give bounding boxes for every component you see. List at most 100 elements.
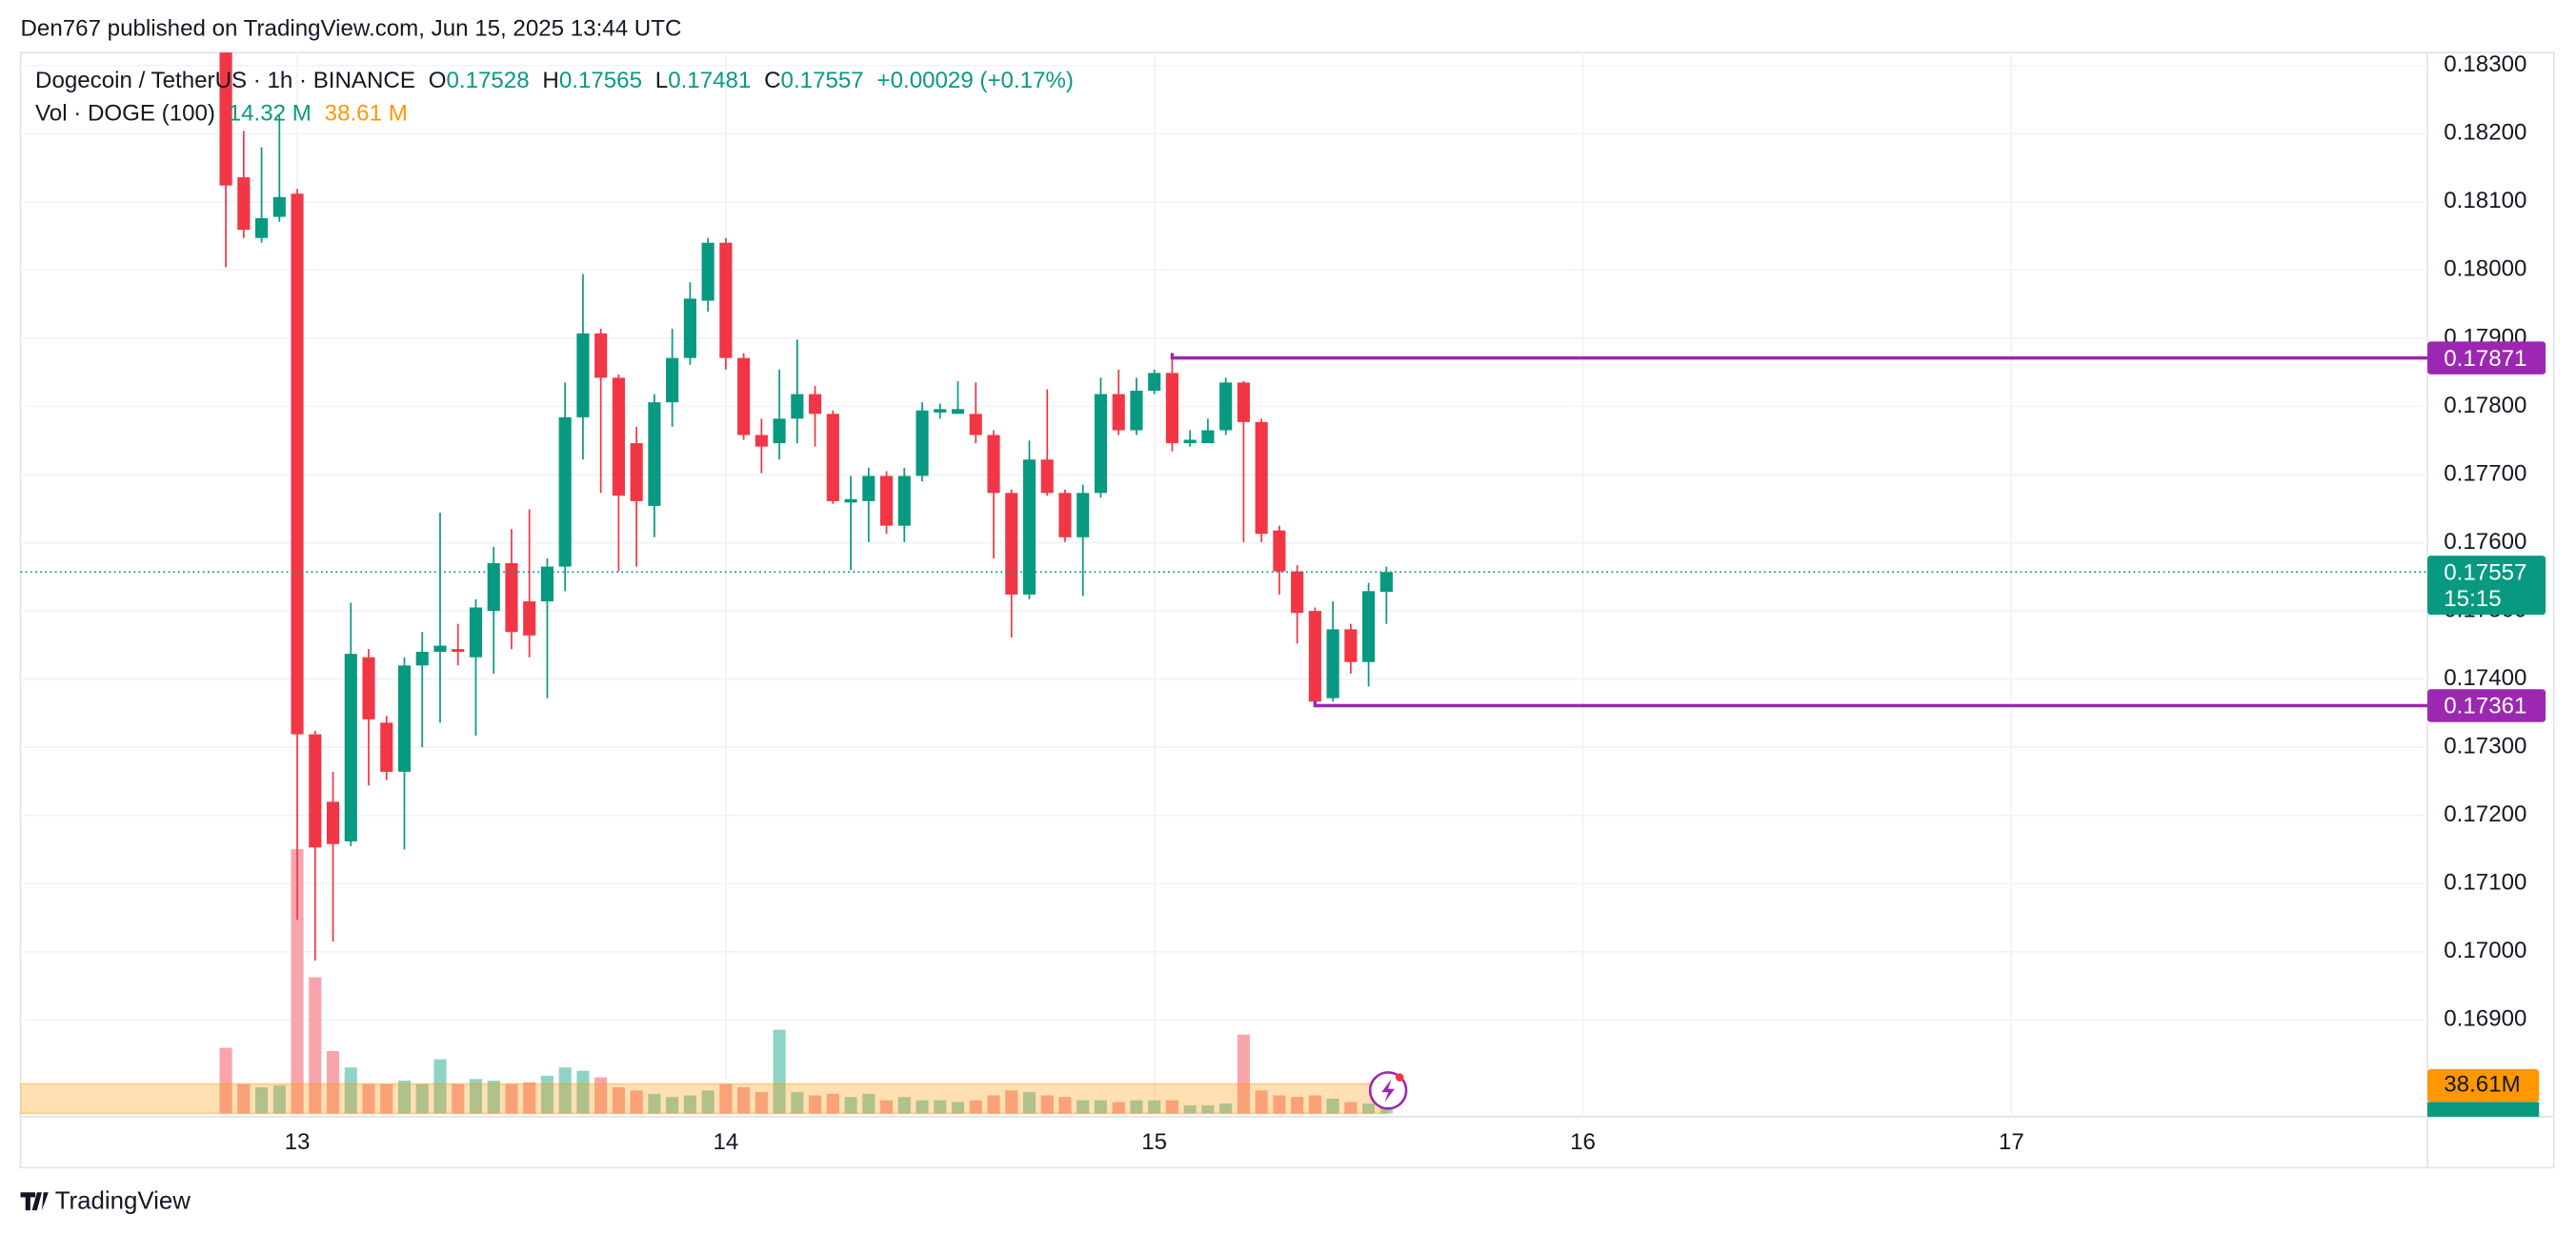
candle-body [897,476,911,526]
candle-body [1130,390,1143,431]
volume-bar [1291,1097,1304,1114]
overlay: 0.16900 0.17000 0.17100 0.17200 0.17300 0.174… [20,51,2546,1155]
volume-bar [737,1086,751,1114]
volume-bar [272,1085,286,1114]
candle-body [452,649,465,653]
candle-body [987,435,1000,494]
x-tick-label: 16 [1570,1129,1596,1155]
candle-body [1005,493,1018,595]
header-item: 0.17528 [446,69,529,94]
y-tick-label: 0.17000 [2444,938,2526,963]
volume-bar [879,1100,894,1114]
volume-bar [415,1083,429,1114]
volume-bar [362,1083,375,1114]
volume-bar [791,1092,804,1114]
candle-body [1219,382,1233,431]
volume-bar [826,1093,839,1114]
volume-bar [397,1081,412,1114]
volume-bar [701,1090,714,1114]
candle-body [1040,459,1054,494]
level-line [1170,353,2428,360]
volume-bar [916,1100,929,1114]
candle-body [523,601,536,636]
level-label: 0.17871 [2444,346,2526,372]
level-badge [2427,341,2546,375]
volume-bar [433,1059,447,1114]
y-tick-label: 0.17700 [2444,460,2526,486]
volume-bar [505,1083,518,1114]
candle-body [362,657,375,719]
plot [20,52,2428,1117]
volume-bar [1148,1100,1161,1114]
candle-body [1255,421,1268,535]
candle-body [1201,430,1215,444]
candle-body [1308,611,1321,702]
candle-body [701,242,714,301]
candle-body [309,734,322,848]
candle-body [254,217,269,238]
volume-ma-badge [2427,1068,2540,1103]
volume-bar [1326,1098,1339,1114]
volume-bar [809,1095,822,1114]
volume-bar [558,1067,572,1114]
volume-bar [576,1070,590,1114]
volume-bar [1130,1100,1143,1114]
y-tick-label: 0.18300 [2444,51,2526,77]
volume-bar [773,1029,786,1114]
header-item: C [764,69,780,94]
x-tick-label: 13 [285,1129,311,1155]
volume-bar [540,1075,554,1114]
volume-bar [683,1095,696,1114]
volume-ma-area [20,1083,1388,1115]
publisher: Den767 published on TradingView.com, Jun… [21,15,682,41]
volume-ma-badge-label: 38.61M [2444,1072,2520,1098]
icon-dot [1395,1073,1404,1082]
candle-body [1291,571,1304,614]
candle-body [1112,394,1125,431]
level-label: 0.17361 [2444,694,2526,719]
candle-body [272,196,286,217]
candle-body [433,645,447,653]
volume-bar [469,1079,483,1114]
price-badge [2427,556,2546,616]
header-item: 0.17481 [668,69,751,94]
volume-bar [1005,1090,1018,1114]
brand: TradingView [55,1187,191,1214]
y-tick-label: 0.18200 [2444,120,2526,146]
volume-bar [648,1093,661,1114]
y-tick-label: 0.16900 [2444,1006,2526,1032]
volume-bar [237,1083,251,1114]
volume-bar [1308,1095,1321,1114]
y-tick-label: 0.17800 [2444,393,2526,418]
volume-bar [1201,1104,1215,1114]
candle-body [1148,373,1161,391]
y-tick-label: 0.18000 [2444,256,2526,282]
volume-bar [594,1077,608,1114]
header-item: H [542,69,558,94]
candle-body [683,298,696,358]
y-tick-label: 0.17600 [2444,529,2526,555]
volume-bar [1183,1104,1197,1114]
header-item: 0.17565 [559,69,642,94]
volume-bar [219,1047,232,1114]
volume-bar [1219,1103,1233,1114]
candle-body [540,566,554,602]
volume-bar [666,1097,679,1114]
y-tick-label: 0.18100 [2444,188,2526,213]
logo [20,1192,49,1211]
volume-bar [951,1102,965,1114]
candle-body [576,333,590,417]
candle-body [487,562,500,612]
candle-body [951,409,965,415]
volume-bar [987,1095,1000,1114]
volume-bar [755,1092,768,1114]
candle-body [648,402,661,506]
candle-body [719,242,733,358]
volume-bar [1040,1095,1054,1114]
y-tick-label: 0.17100 [2444,870,2526,896]
candle-body [1022,459,1036,595]
candle-body [737,357,751,435]
volume-bar [1112,1102,1125,1114]
